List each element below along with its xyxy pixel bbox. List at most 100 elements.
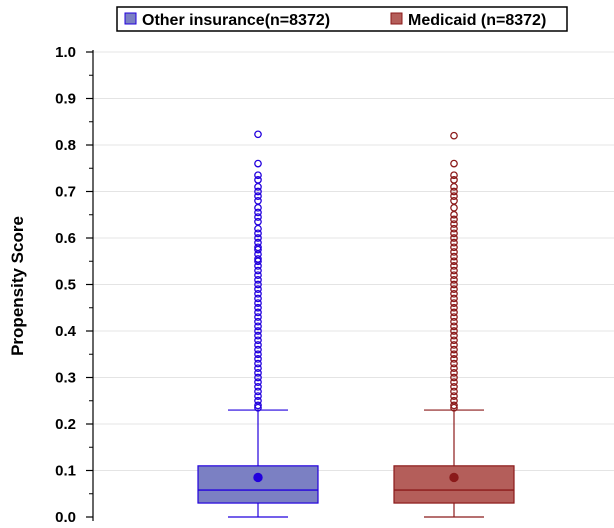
outlier-point (254, 350, 262, 359)
outlier-point (450, 192, 458, 200)
outlier-point (450, 327, 458, 335)
outlier-point (450, 229, 458, 238)
outlier-point (254, 401, 262, 410)
outlier-point (450, 203, 458, 212)
outlier-point (450, 171, 458, 180)
outlier-point (450, 299, 458, 307)
outlier-point (254, 171, 262, 180)
outlier-point (254, 345, 262, 354)
y-tick-label: 0.6 (55, 230, 76, 247)
outlier-point (254, 299, 262, 307)
outlier-point (450, 345, 458, 354)
outlier-point (254, 271, 262, 280)
outlier-point (254, 303, 262, 312)
outlier-point (254, 130, 262, 139)
outlier-point (254, 327, 262, 335)
legend-swatch-other-insurance (124, 12, 137, 25)
outlier-point (450, 285, 458, 293)
outlier-point (450, 176, 458, 184)
outlier-point (450, 373, 458, 382)
outlier-point (254, 289, 262, 298)
outlier-point (450, 322, 458, 331)
outlier-point (254, 208, 262, 217)
y-tick-label: 0.3 (55, 370, 76, 387)
iqr-box (393, 465, 515, 504)
outlier-point (450, 294, 458, 303)
outlier-point (450, 401, 458, 410)
outlier-point (450, 387, 458, 396)
outlier-point (450, 271, 458, 280)
y-tick-label: 0.8 (55, 137, 76, 154)
outlier-point (450, 382, 458, 391)
outlier-point (450, 359, 458, 368)
outlier-point (254, 275, 262, 284)
box-medicaid (393, 131, 515, 518)
outlier-point (254, 229, 262, 238)
outlier-point (450, 131, 458, 140)
outlier-point (254, 245, 262, 254)
outlier-point (254, 176, 262, 184)
legend-frame (116, 6, 568, 32)
outlier-point (450, 248, 458, 256)
outlier-point (450, 252, 458, 261)
outlier-point (450, 355, 458, 363)
legend-swatch-medicaid (390, 12, 403, 25)
outlier-point (450, 196, 458, 205)
gridlines (93, 51, 614, 471)
outlier-point (450, 364, 458, 373)
mean-marker (253, 472, 263, 483)
outlier-point (450, 350, 458, 359)
outlier-point (254, 280, 262, 289)
legend-label-other-insurance: Other insurance(n=8372) (142, 12, 330, 29)
outlier-point (254, 196, 262, 205)
outlier-point (254, 336, 262, 345)
outlier-point (254, 159, 262, 168)
outlier-point (450, 257, 458, 266)
outlier-point (450, 317, 458, 326)
outlier-point (254, 317, 262, 326)
legend-label-medicaid: Medicaid (n=8372) (408, 12, 546, 29)
outlier-point (254, 392, 262, 400)
outlier-point (450, 220, 458, 228)
outlier-point (254, 359, 262, 368)
box-other-insurance (197, 130, 319, 518)
outlier-point (450, 159, 458, 168)
legend: Other insurance(n=8372) Medicaid (n=8372… (116, 6, 568, 32)
outlier-point (254, 364, 262, 373)
outlier-point (450, 187, 458, 196)
outlier-point (450, 215, 458, 224)
outlier-point (254, 234, 262, 242)
outlier-point (254, 331, 262, 340)
outlier-point (450, 303, 458, 312)
outlier-point (450, 224, 458, 233)
y-tick-label: 0.4 (55, 323, 77, 340)
outlier-point (254, 192, 262, 200)
y-tick-label: 0.9 (55, 91, 76, 108)
outlier-point (450, 308, 458, 317)
outlier-point (254, 203, 262, 212)
outlier-point (450, 243, 458, 252)
outlier-point (254, 313, 262, 321)
outlier-point (254, 285, 262, 293)
y-axis-title: Propensity Score (8, 216, 27, 356)
outlier-point (254, 224, 262, 233)
outlier-point (254, 262, 262, 270)
outlier-point (254, 266, 262, 275)
y-tick-label: 1.0 (55, 44, 76, 61)
outlier-point (254, 373, 262, 382)
outlier-point (254, 257, 262, 266)
outlier-point (450, 331, 458, 340)
y-tick-label: 0.1 (55, 463, 76, 480)
box-series (197, 130, 515, 518)
outlier-point (450, 392, 458, 400)
outlier-point (450, 210, 458, 219)
outlier-point (254, 217, 262, 226)
outlier-point (254, 322, 262, 331)
outlier-point (450, 183, 458, 191)
outlier-point (254, 382, 262, 391)
outlier-point (254, 213, 262, 221)
y-tick-label: 0.0 (55, 509, 76, 526)
y-tick-label: 0.7 (55, 184, 76, 201)
outlier-point (450, 262, 458, 270)
